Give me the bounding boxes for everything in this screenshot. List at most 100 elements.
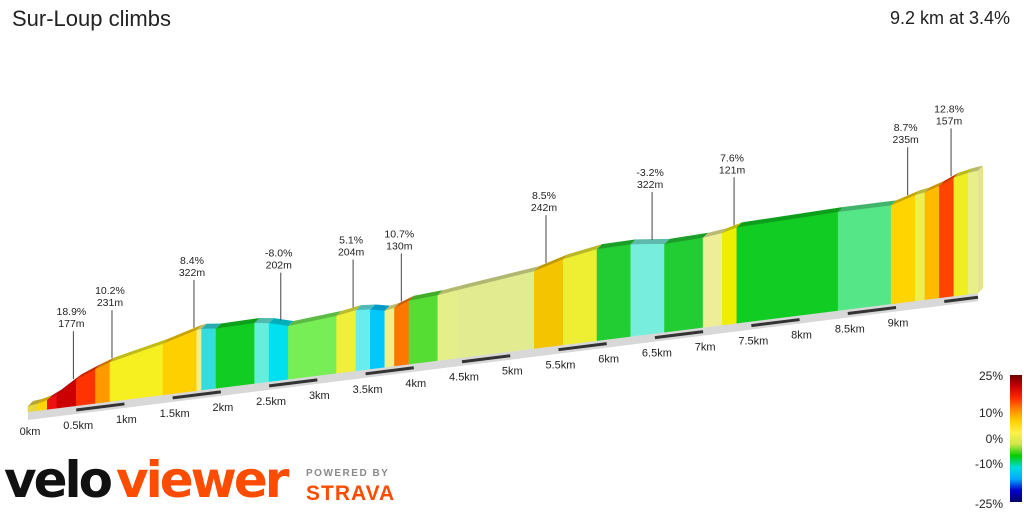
x-tick-label: 5km: [502, 366, 523, 378]
km-band: [76, 402, 125, 412]
scale-label-minus10: -10%: [975, 457, 1003, 471]
annotation-gradient: -3.2%: [636, 167, 663, 179]
annotation-gradient: 12.8%: [934, 103, 964, 115]
x-tick-label: 7.5km: [738, 336, 768, 348]
annotation-gradient: 10.2%: [95, 285, 125, 297]
annotation-length: 130m: [386, 240, 413, 252]
segment-top-edge: [968, 165, 983, 173]
segment-top-edge: [563, 244, 603, 260]
segment-top-edge: [664, 232, 709, 244]
profile-floor: [28, 293, 979, 420]
km-band: [847, 306, 897, 316]
segment-top-edge: [722, 222, 742, 233]
x-tick-label: 7km: [695, 342, 716, 354]
annotation-length: 242m: [531, 202, 558, 214]
branding: velo viewer POWERED BY STRAVA: [4, 450, 424, 510]
gradient-segment: [75, 368, 96, 407]
segment-top-edge: [736, 206, 844, 228]
veloviewer-logo-velo: velo: [4, 451, 113, 509]
annotation-gradient: 8.4%: [180, 255, 204, 267]
gradient-segment: [408, 294, 439, 365]
gradient-segment: [268, 322, 289, 383]
color-scale-bar: [1010, 375, 1022, 502]
x-tick-label: 5.5km: [545, 360, 575, 372]
segment-top-edge: [534, 254, 569, 272]
annotation-length: 322m: [179, 267, 206, 279]
km-band: [654, 330, 704, 340]
x-tick-label: 2.5km: [256, 396, 286, 408]
gradient-segment: [56, 378, 77, 409]
profile-end-cap: [978, 165, 983, 294]
climb-summary: 9.2 km at 3.4%: [889, 8, 1010, 28]
x-tick-label: 3km: [309, 390, 330, 402]
annotation-length: 204m: [338, 247, 365, 259]
segment-top-edge: [28, 398, 43, 406]
gradient-segment: [939, 177, 955, 299]
gradient-segment: [702, 232, 723, 328]
segment-top-edge: [394, 295, 414, 308]
x-tick-label: 0.5km: [63, 420, 93, 432]
gradient-segment: [596, 244, 632, 342]
gradient-segment: [384, 307, 395, 368]
segment-top-edge: [408, 290, 443, 301]
km-band: [461, 354, 511, 364]
gradient-segment: [968, 170, 979, 295]
km-band: [365, 366, 414, 376]
scale-label-minus25: -25%: [975, 497, 1003, 510]
x-tick-label: 0km: [20, 426, 41, 438]
segment-top-edge: [384, 302, 400, 311]
annotation-gradient: 10.7%: [384, 228, 414, 240]
segment-top-edge: [201, 323, 222, 329]
gradient-segment: [201, 328, 217, 391]
km-band: [172, 390, 222, 400]
segment-annotations: 18.9%177m10.2%231m8.4%322m-8.0%202m5.1%2…: [57, 103, 964, 380]
segment-top-edge: [196, 323, 207, 330]
annotation-length: 121m: [719, 164, 746, 176]
gradient-segment: [736, 211, 839, 324]
x-tick-label: 1km: [116, 414, 137, 426]
gradient-segment: [254, 322, 270, 385]
segment-top-edge: [254, 317, 275, 324]
x-tick-label: 2km: [213, 402, 234, 414]
segment-top-edge: [95, 357, 115, 370]
segment-top-edge: [924, 180, 945, 193]
segment-top-edge: [288, 310, 342, 327]
segment-top-edge: [336, 305, 361, 316]
gradient-segment: [355, 309, 371, 372]
gradient-segment: [534, 258, 564, 350]
segment-top-edge: [163, 324, 202, 344]
segment-top-edge: [703, 227, 728, 238]
km-band: [944, 295, 979, 303]
segment-top-edge: [838, 200, 897, 212]
annotation-length: 231m: [97, 297, 124, 309]
elevation-profile: 0km 0.5km 1km 1.5km 2km 2.5km 3km 3.5km 4km 4.5km…: [20, 103, 983, 438]
x-tick-label: 1.5km: [160, 408, 190, 420]
segment-top-edge: [939, 172, 959, 186]
annotation-gradient: -8.0%: [265, 248, 292, 260]
annotation-length: 322m: [637, 179, 664, 191]
gradient-color-scale: 25% 10% 0% -10% -25%: [975, 369, 1022, 510]
gradient-segment: [95, 361, 111, 404]
segment-top-edge: [597, 239, 636, 250]
strava-logo: STRAVA: [306, 482, 396, 505]
scale-label-25: 25%: [979, 369, 1003, 383]
x-tick-label: 8km: [791, 330, 812, 342]
gradient-segment: [196, 328, 202, 392]
chart-title: Sur-Loup climbs: [12, 6, 171, 31]
segment-top-edge: [76, 364, 101, 380]
gradient-segment: [664, 237, 704, 333]
gradient-segment: [890, 194, 916, 305]
gradient-segment: [370, 309, 386, 370]
x-tick-label: 3.5km: [353, 384, 383, 396]
x-tick-label: 6km: [598, 354, 619, 366]
gradient-segment: [437, 289, 458, 362]
scale-label-0: 0%: [986, 432, 1004, 446]
x-tick-label: 4.5km: [449, 372, 479, 384]
segment-top-edge: [630, 238, 670, 245]
gradient-segment: [915, 191, 926, 302]
profile-segments: [27, 170, 979, 413]
segment-top-edge: [915, 187, 930, 196]
profile-top-edge: [28, 165, 983, 406]
gradient-segment: [837, 204, 892, 312]
gradient-segment: [562, 248, 598, 346]
